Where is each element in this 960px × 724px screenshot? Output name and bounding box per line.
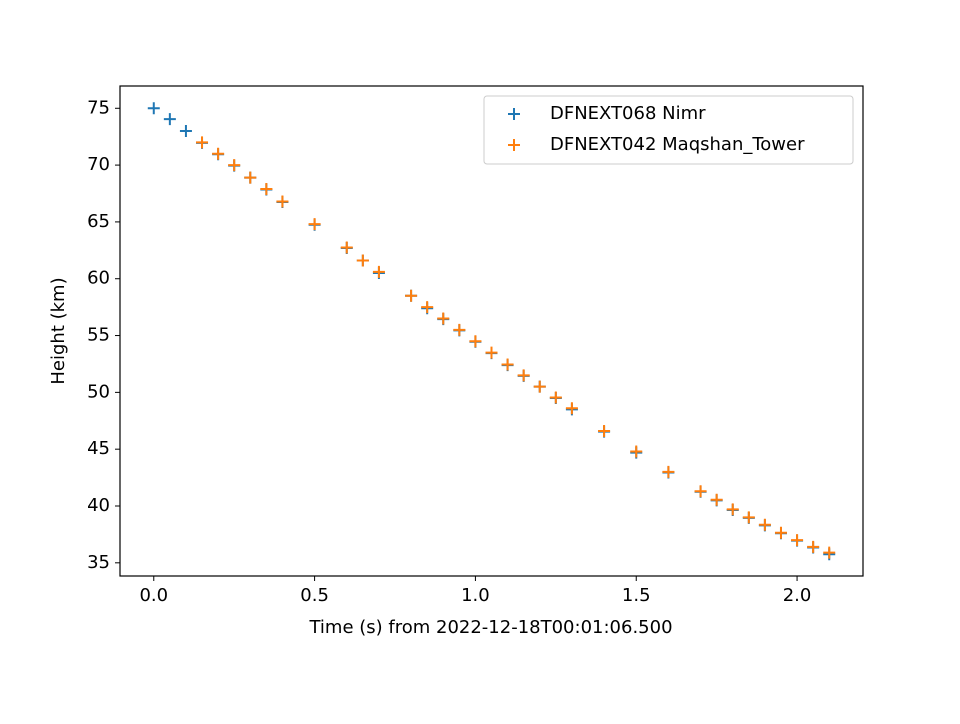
- point: [372, 265, 385, 278]
- legend-marker: [508, 139, 520, 151]
- point: [212, 147, 225, 160]
- marker-shape: [469, 335, 482, 348]
- point: [742, 511, 755, 524]
- y-tick-label: 40: [87, 495, 110, 516]
- point: [308, 218, 321, 231]
- point: [485, 346, 498, 359]
- plot-frame: [119, 85, 864, 577]
- point: [340, 241, 353, 254]
- point: [501, 358, 514, 371]
- marker-shape: [598, 425, 611, 437]
- marker-shape: [726, 503, 739, 516]
- marker-shape: [228, 159, 241, 172]
- point: [662, 465, 675, 478]
- marker-shape: [453, 323, 466, 336]
- marker-shape: [807, 540, 820, 553]
- marker-shape: [774, 526, 787, 539]
- marker-shape: [549, 391, 562, 404]
- point: [710, 493, 723, 506]
- x-tick-label: 0.5: [300, 585, 329, 606]
- point: [228, 159, 241, 172]
- point: [260, 182, 273, 195]
- point: [533, 380, 546, 393]
- marker-shape: [244, 171, 257, 184]
- marker-shape: [437, 312, 450, 325]
- marker-shape: [163, 113, 176, 126]
- point: [437, 312, 450, 325]
- marker-shape: [212, 147, 225, 160]
- marker-shape: [340, 241, 353, 254]
- point: [453, 323, 466, 336]
- legend-marker: [508, 108, 520, 120]
- marker-shape: [276, 195, 289, 208]
- marker-shape: [533, 380, 546, 393]
- y-tick-label: 60: [87, 268, 110, 289]
- legend-label: DFNEXT068 Nimr: [550, 103, 706, 124]
- point: [758, 518, 771, 531]
- marker-shape: [508, 139, 520, 151]
- y-tick-label: 55: [87, 325, 110, 346]
- marker-shape: [501, 358, 514, 371]
- point: [179, 125, 192, 137]
- marker-shape: [147, 102, 160, 115]
- legend-box: [483, 95, 854, 165]
- point: [630, 445, 643, 458]
- marker-shape: [508, 108, 520, 120]
- point: [807, 540, 820, 553]
- point: [598, 425, 611, 437]
- marker-shape: [694, 485, 707, 498]
- marker-shape: [662, 465, 675, 478]
- point: [726, 503, 739, 516]
- marker-shape: [405, 289, 418, 302]
- point: [469, 335, 482, 348]
- y-tick-label: 65: [87, 211, 110, 232]
- point: [163, 113, 176, 126]
- point: [823, 546, 836, 559]
- y-tick-label: 35: [87, 552, 110, 573]
- marker-shape: [421, 301, 434, 314]
- x-tick-label: 2.0: [783, 585, 812, 606]
- y-tick-label: 50: [87, 381, 110, 402]
- marker-shape: [758, 518, 771, 531]
- x-axis-label: Time (s) from 2022-12-18T00:01:06.500: [308, 617, 672, 638]
- y-tick-label: 75: [87, 97, 110, 118]
- marker-shape: [356, 254, 369, 267]
- y-tick-label: 70: [87, 154, 110, 175]
- point: [356, 254, 369, 267]
- point: [276, 195, 289, 208]
- point: [549, 391, 562, 404]
- y-tick-label: 45: [87, 438, 110, 459]
- marker-shape: [372, 265, 385, 278]
- y-axis-label: Height (km): [48, 277, 69, 384]
- point: [405, 289, 418, 302]
- marker-shape: [485, 346, 498, 359]
- marker-shape: [823, 546, 836, 559]
- point: [421, 301, 434, 314]
- marker-shape: [565, 402, 578, 415]
- marker-shape: [630, 445, 643, 458]
- x-tick-label: 1.5: [622, 585, 651, 606]
- point: [791, 534, 804, 547]
- x-tick-label: 0.0: [139, 585, 168, 606]
- legend-label: DFNEXT042 Maqshan_Tower: [550, 134, 805, 155]
- marker-shape: [196, 136, 209, 149]
- x-tick-label: 1.0: [461, 585, 490, 606]
- point: [694, 485, 707, 498]
- marker-shape: [260, 182, 273, 195]
- marker-shape: [710, 493, 723, 506]
- point: [244, 171, 257, 184]
- point: [517, 369, 530, 382]
- point: [196, 136, 209, 149]
- point: [565, 402, 578, 415]
- marker-shape: [517, 369, 530, 382]
- marker-shape: [308, 218, 321, 231]
- point: [147, 102, 160, 115]
- point: [774, 526, 787, 539]
- marker-shape: [791, 534, 804, 547]
- marker-shape: [742, 511, 755, 524]
- marker-shape: [179, 125, 192, 137]
